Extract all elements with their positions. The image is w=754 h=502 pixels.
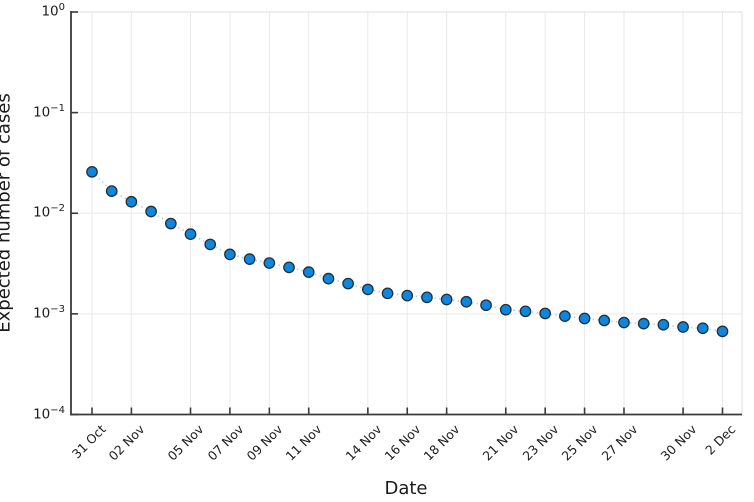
data-point-marker <box>480 299 492 312</box>
data-point-marker <box>105 185 118 197</box>
data-point-marker <box>164 217 177 230</box>
data-point-marker <box>263 257 276 269</box>
y-axis-tick-label: 10−3 <box>33 303 65 322</box>
data-point-marker <box>559 310 571 322</box>
data-point-marker <box>716 325 729 338</box>
data-point-marker <box>519 305 532 318</box>
data-point-marker <box>657 318 670 331</box>
data-point-marker <box>598 314 611 327</box>
data-point-marker <box>539 307 552 320</box>
data-point-marker <box>696 322 709 335</box>
data-point-marker <box>145 205 157 218</box>
data-point-marker <box>243 253 256 265</box>
data-point-marker <box>618 316 630 329</box>
data-point-marker <box>86 165 98 178</box>
data-point-marker <box>204 238 217 251</box>
data-point-marker <box>440 293 453 306</box>
data-point-marker <box>460 295 473 308</box>
data-point-marker <box>578 312 591 325</box>
data-point-marker <box>381 287 394 300</box>
data-point-marker <box>401 289 414 302</box>
data-point-marker <box>125 195 138 208</box>
data-point-marker <box>361 283 374 296</box>
data-point-marker <box>224 248 236 261</box>
data-point-marker <box>283 261 295 274</box>
data-point-marker <box>184 228 197 240</box>
data-point-marker <box>302 266 315 278</box>
y-axis-title: Expected number of cases <box>0 93 15 333</box>
data-point-marker <box>499 303 512 316</box>
y-axis-tick-label: 100 <box>41 2 65 20</box>
data-point-marker <box>322 272 335 285</box>
y-axis-tick-label: 10−1 <box>33 102 65 121</box>
data-point-marker <box>342 277 354 290</box>
x-axis-title: Date <box>384 478 428 499</box>
y-axis-tick-label: 10−4 <box>33 404 65 422</box>
y-axis-tick-label: 10−2 <box>33 203 65 221</box>
data-point-marker <box>677 321 689 333</box>
data-point-marker <box>637 317 650 330</box>
data-point-marker <box>421 291 433 304</box>
